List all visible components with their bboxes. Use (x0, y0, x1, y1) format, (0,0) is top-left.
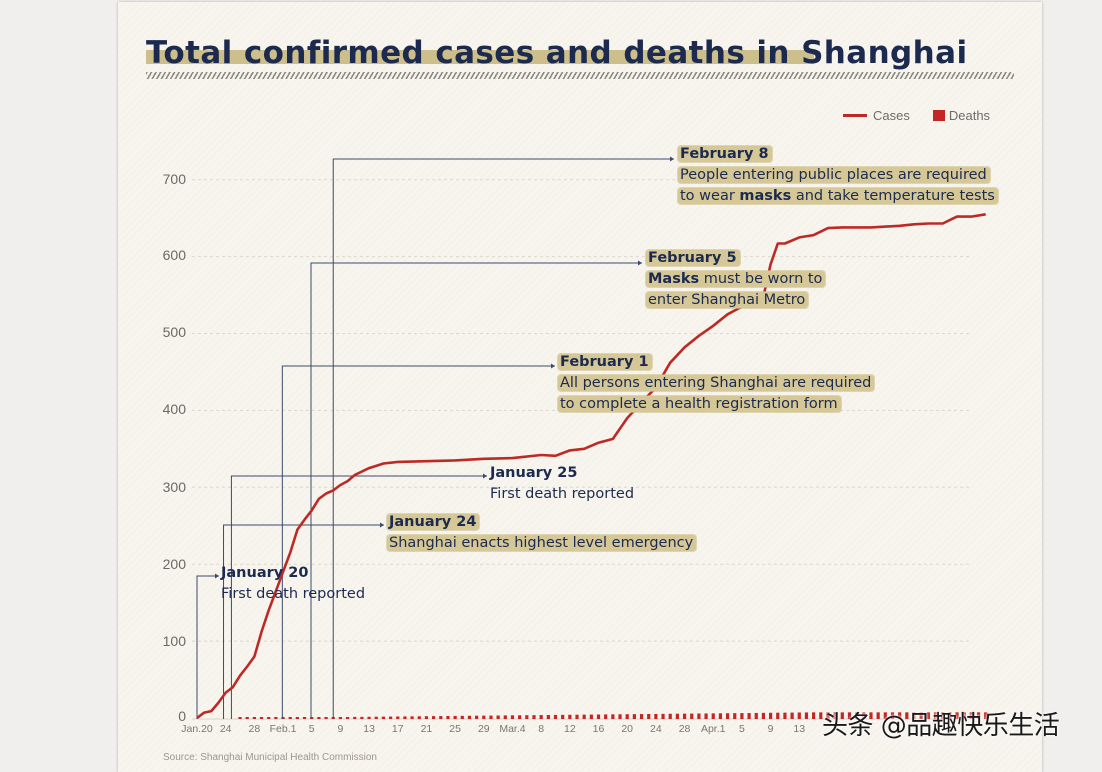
annotation-feb5-date: February 5 (646, 250, 740, 266)
y-tick-700: 700 (162, 171, 186, 187)
x-tick-label: 5 (738, 723, 745, 735)
x-tick-label: 24 (650, 723, 662, 735)
x-tick-label: 9 (337, 723, 344, 735)
x-tick-label: 25 (449, 723, 461, 735)
y-tick-200: 200 (162, 556, 186, 572)
y-tick-100: 100 (162, 633, 186, 649)
annotation-jan20: January 20 First death reported (221, 563, 365, 605)
x-tick-label: 24 (219, 723, 232, 735)
x-tick-label: 8 (538, 723, 545, 735)
annotation-jan24: January 24 Shanghai enacts highest level… (387, 512, 697, 554)
y-tick-500: 500 (162, 324, 186, 340)
y-tick-0: 0 (178, 708, 186, 724)
x-tick-label: 13 (793, 723, 806, 735)
x-tick-label: 9 (767, 723, 774, 735)
y-tick-600: 600 (162, 247, 186, 263)
x-tick-label: Apr.1 (700, 723, 726, 735)
legend-cases-line-icon (843, 114, 867, 117)
annotation-feb1-text-1: All persons entering Shanghai are requir… (558, 375, 875, 391)
annotation-feb5: February 5 Masks must be worn to enter S… (646, 248, 826, 311)
annotation-feb8-bold-word: masks (739, 188, 792, 204)
cases-line (196, 213, 986, 720)
annotation-feb8-text-2a: to wear (680, 188, 740, 204)
annotation-jan24-text: Shanghai enacts highest level emergency (387, 535, 697, 551)
annotation-jan24-date: January 24 (387, 514, 480, 530)
x-tick-label: 13 (363, 723, 375, 735)
annotation-jan25-date: January 25 (490, 465, 578, 481)
x-tick-label: Mar.4 (499, 723, 526, 735)
x-tick-label: 29 (477, 723, 490, 735)
chart-title: Total confirmed cases and deaths in Shan… (146, 35, 968, 71)
legend-cases-label: Cases (873, 108, 910, 123)
annotation-jan20-text: First death reported (221, 586, 366, 602)
x-tick-label: 28 (248, 723, 261, 735)
annotation-feb5-bold-word: Masks (648, 271, 700, 287)
y-tick-400: 400 (162, 401, 186, 417)
x-tick-label: 17 (391, 723, 404, 735)
deaths-bars (238, 712, 988, 719)
annotation-feb8: February 8 People entering public places… (678, 144, 998, 207)
legend-deaths-square-icon (932, 110, 945, 121)
annotation-feb5-text-1: must be worn to (699, 271, 823, 287)
x-tick-label: 21 (420, 723, 433, 735)
annotation-feb8-text-2b: and take temperature tests (791, 188, 995, 204)
x-tick-label: 16 (592, 723, 605, 735)
x-tick-label: Jan.20 (181, 723, 213, 735)
watermark: 头条 @品趣快乐生活 (822, 711, 1060, 741)
title-highlight (146, 50, 814, 64)
legend-deaths-label: Deaths (948, 108, 991, 123)
x-tick-label: 28 (678, 723, 691, 735)
x-tick-label: 5 (308, 723, 315, 735)
x-tick-label: Feb.1 (269, 723, 297, 735)
annotation-feb8-text-1: People entering public places are requir… (678, 167, 990, 183)
annotation-feb1: February 1 All persons entering Shanghai… (558, 352, 875, 415)
annotation-feb1-date: February 1 (558, 354, 652, 370)
title-block: Total confirmed cases and deaths in Shan… (146, 32, 967, 74)
annotation-jan25: January 25 First death reported (490, 463, 634, 505)
source-note: Source: Shanghai Municipal Health Commis… (163, 752, 377, 763)
title-hatch-divider (146, 72, 1014, 79)
legend: Cases Deaths (843, 108, 990, 123)
annotation-jan25-text: First death reported (490, 486, 635, 502)
annotation-feb5-text-2: enter Shanghai Metro (646, 292, 809, 308)
annotation-jan20-date: January 20 (221, 565, 309, 581)
x-tick-label: 20 (621, 723, 634, 735)
y-tick-300: 300 (162, 479, 186, 495)
annotation-feb8-date: February 8 (678, 146, 772, 162)
annotation-connectors (196, 156, 674, 719)
annotation-feb1-text-2: to complete a health registration form (558, 396, 841, 412)
x-tick-label: 12 (563, 723, 576, 735)
